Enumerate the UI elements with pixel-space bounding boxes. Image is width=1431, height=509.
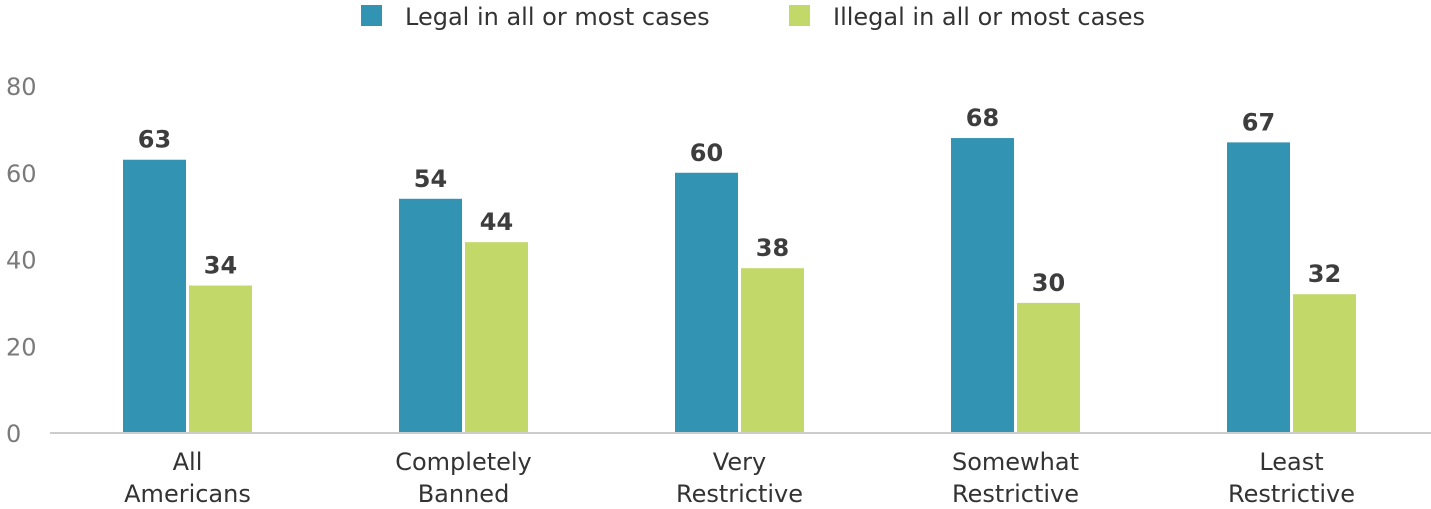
y-axis: 0 20 40 60 80	[6, 73, 37, 448]
data-label: 32	[1308, 260, 1341, 288]
x-tick-label: All Americans	[124, 448, 251, 508]
data-labels: 63 34 54 44 60 38 68 30 67 32	[138, 104, 1341, 297]
bars	[123, 138, 1356, 434]
data-label: 68	[966, 104, 999, 132]
data-label: 30	[1032, 269, 1065, 297]
y-tick-label: 0	[6, 420, 21, 448]
bar-legal	[951, 138, 1014, 434]
x-tick-label: Very Restrictive	[676, 448, 803, 508]
bar-illegal	[1293, 294, 1356, 433]
y-tick-label: 60	[6, 160, 37, 188]
data-label: 38	[756, 234, 789, 262]
data-label: 63	[138, 126, 171, 154]
data-label: 34	[204, 252, 237, 280]
legend-swatch-illegal	[789, 5, 810, 26]
legend-label-legal: Legal in all or most cases	[405, 3, 710, 31]
data-label: 54	[414, 165, 447, 193]
bar-legal	[675, 172, 738, 433]
bar-illegal	[189, 285, 252, 433]
x-tick-label: Completely Banned	[395, 448, 532, 508]
data-label: 67	[1242, 108, 1275, 136]
y-tick-label: 20	[6, 333, 37, 361]
bar-illegal	[741, 268, 804, 433]
y-tick-label: 80	[6, 73, 37, 101]
x-tick-label: Least Restrictive	[1228, 448, 1355, 508]
bar-legal	[123, 159, 186, 434]
legend: Legal in all or most cases Illegal in al…	[361, 3, 1145, 31]
x-tick-label: Somewhat Restrictive	[952, 448, 1079, 508]
bar-illegal	[465, 242, 528, 433]
data-label: 44	[480, 208, 513, 236]
legend-label-illegal: Illegal in all or most cases	[833, 3, 1145, 31]
y-tick-label: 40	[6, 247, 37, 275]
data-label: 60	[690, 139, 723, 167]
legend-swatch-legal	[361, 5, 382, 26]
bar-legal	[1227, 142, 1290, 433]
bar-legal	[399, 198, 462, 433]
x-axis: All Americans Completely Banned Very Restrict…	[124, 448, 1355, 508]
bar-illegal	[1017, 302, 1080, 433]
